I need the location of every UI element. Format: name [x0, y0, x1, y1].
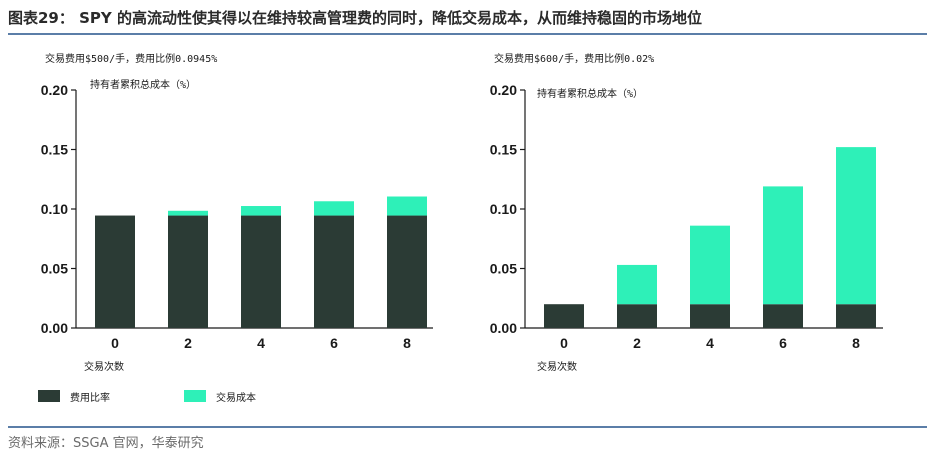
chart-1-bar-fee-4 — [690, 304, 730, 328]
chart-0-xtick-label-4: 4 — [257, 335, 265, 351]
title-divider — [8, 33, 927, 35]
legend-fee: 费用比率 — [38, 388, 110, 404]
chart-1-ytick-label-3: 0.15 — [490, 142, 517, 158]
chart-0-bar-fee-0 — [95, 215, 135, 328]
chart-0-bar-cost-2 — [168, 210, 208, 216]
chart-0-ytick-label-0: 0.00 — [41, 320, 68, 336]
legend-cost: 交易成本 — [184, 388, 256, 404]
chart-1-bar-cost-2 — [617, 264, 657, 305]
chart-1-bar-fee-6 — [763, 304, 803, 328]
chart-0-ytick-label-3: 0.15 — [41, 142, 68, 158]
chart-0-bar-cost-8 — [387, 196, 427, 216]
source-divider — [8, 426, 927, 428]
legend-fee-label: 费用比率 — [70, 392, 110, 404]
chart-1-ytick-label-1: 0.05 — [490, 261, 517, 277]
legend-cost-label: 交易成本 — [216, 392, 256, 404]
chart-1-bar-cost-6 — [763, 186, 803, 305]
chart-1-bar-cost-8 — [836, 147, 876, 305]
chart-1-ytick-label-4: 0.20 — [490, 82, 517, 98]
chart-1-bar-cost-4 — [690, 225, 730, 305]
chart-1-xtick-label-4: 4 — [706, 335, 714, 351]
chart-1-bar-fee-0 — [544, 304, 584, 328]
chart-1-bar-fee-8 — [836, 304, 876, 328]
chart-0-xlabel: 交易次数 — [84, 360, 124, 373]
chart-1-xlabel: 交易次数 — [537, 360, 577, 373]
source-note: 资料来源：SSGA 官网，华泰研究 — [8, 436, 204, 451]
chart-0-bar-cost-4 — [241, 206, 281, 216]
chart-1-subtitle: 交易费用$600/手，费用比例0.02% — [494, 52, 654, 65]
chart-1-ylabel: 持有者累积总成本（%） — [537, 87, 643, 100]
chart-1-ytick-label-0: 0.00 — [490, 320, 517, 336]
chart-0-ytick-label-4: 0.20 — [41, 82, 68, 98]
chart-0-bar-cost-6 — [314, 201, 354, 216]
chart-0-ytick-label-1: 0.05 — [41, 261, 68, 277]
chart-0-ylabel: 持有者累积总成本（%） — [90, 78, 196, 91]
chart-0-bar-fee-2 — [168, 215, 208, 328]
chart-0-bar-fee-6 — [314, 215, 354, 328]
legend-fee-swatch — [38, 390, 60, 402]
chart-1-ytick-label-2: 0.10 — [490, 201, 517, 217]
chart-0-subtitle: 交易费用$500/手，费用比例0.0945% — [45, 52, 217, 65]
chart-1-xtick-label-2: 2 — [633, 335, 641, 351]
legend-cost-swatch — [184, 390, 206, 402]
chart-0-xtick-label-2: 2 — [184, 335, 192, 351]
chart-1-xtick-label-0: 0 — [560, 335, 568, 351]
chart-1-xtick-label-6: 6 — [779, 335, 787, 351]
chart-1-xtick-label-8: 8 — [852, 335, 860, 351]
chart-1-bar-fee-2 — [617, 304, 657, 328]
figure-title: 图表29： SPY 的高流动性使其得以在维持较高管理费的同时，降低交易成本，从而… — [8, 9, 702, 27]
chart-0-bar-fee-4 — [241, 215, 281, 328]
chart-0-xtick-label-0: 0 — [111, 335, 119, 351]
chart-0-xtick-label-6: 6 — [330, 335, 338, 351]
chart-0-ytick-label-2: 0.10 — [41, 201, 68, 217]
chart-0-xtick-label-8: 8 — [403, 335, 411, 351]
chart-0-bar-fee-8 — [387, 215, 427, 328]
